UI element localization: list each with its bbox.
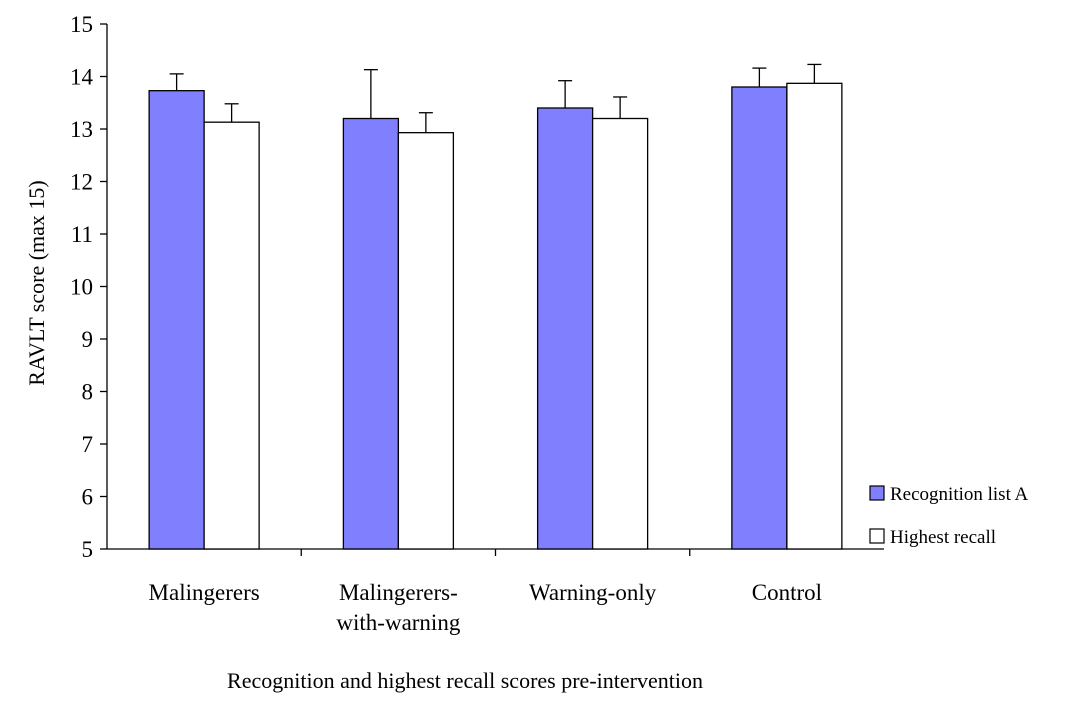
bar-highest-recall (203, 121, 260, 550)
bar-highest-recall (591, 117, 649, 550)
bar-recognition-list-a (148, 90, 205, 550)
bar-highest-recall (786, 82, 843, 550)
y-tick-label: 15 (70, 12, 93, 37)
category-label: Warning-only (529, 580, 657, 605)
y-tick-label: 13 (70, 117, 93, 142)
legend-swatch (869, 528, 885, 544)
y-tick-label: 8 (82, 380, 94, 405)
y-tick-label: 11 (71, 222, 93, 247)
legend-label: Highest recall (890, 527, 996, 548)
y-tick-label: 7 (82, 432, 94, 457)
bar-recognition-list-a (731, 86, 788, 550)
legend: Recognition list A Highest recall (869, 484, 1029, 548)
y-tick-label: 9 (82, 327, 94, 352)
category-labels-group: Malingerers Malingerers-with-warning Warni… (149, 580, 822, 635)
category-label-line: Malingerers- (339, 580, 458, 605)
y-axis-title: RAVLT score (max 15) (24, 180, 49, 386)
x-axis-title: Recognition and highest recall scores pr… (227, 668, 703, 693)
y-tick-label: 10 (70, 275, 93, 300)
bar-highest-recall (397, 132, 455, 550)
category-label-line: Control (752, 580, 822, 605)
y-tick-label: 12 (70, 170, 93, 195)
legend-swatch (869, 485, 885, 501)
y-tick-label: 5 (82, 537, 94, 562)
category-label-line: with-warning (336, 610, 460, 635)
y-tick-label: 6 (82, 485, 94, 510)
tick-labels-group: 5 6 7 8 9 10 11 12 13 14 15 (70, 12, 94, 562)
category-label: Malingerers (149, 580, 260, 605)
bar-recognition-list-a (536, 107, 594, 550)
y-tick-label: 14 (70, 65, 94, 90)
category-label: Malingerers-with-warning (336, 580, 460, 635)
bar-recognition-list-a (342, 117, 400, 550)
category-label: Control (752, 580, 822, 605)
category-label-line: Malingerers (149, 580, 260, 605)
bars-group (148, 63, 843, 550)
legend-label: Recognition list A (890, 484, 1029, 505)
category-label-line: Warning-only (529, 580, 657, 605)
